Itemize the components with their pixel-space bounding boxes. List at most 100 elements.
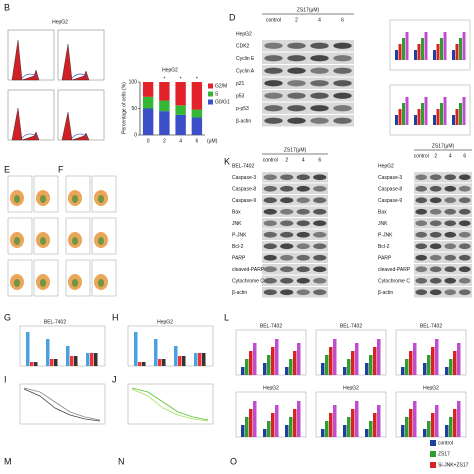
decor-bar (50, 359, 54, 366)
blot-strip (262, 183, 328, 194)
decor-bar (74, 356, 78, 366)
blot-band (444, 174, 457, 181)
blot-band (263, 185, 277, 192)
scatter-core (72, 237, 78, 245)
row-label: PARP (378, 256, 392, 262)
panel-letter: M (4, 456, 12, 466)
scatter-core (98, 195, 104, 203)
blot-strip (262, 172, 328, 183)
blot-band (264, 55, 283, 62)
decor-bar (70, 356, 74, 366)
blot-band (333, 92, 352, 99)
scatter-core (40, 279, 46, 287)
decor-bar (369, 355, 373, 375)
lane-label: 2 (295, 17, 298, 23)
decor-bar (333, 339, 337, 375)
row-label: P-JNK (378, 233, 393, 239)
row-label: Bax (232, 210, 241, 216)
decor-bar (241, 367, 245, 375)
blot-band (429, 174, 442, 181)
panel-title: BEL-7402 (44, 319, 66, 325)
row-label: Caspase-3 (378, 175, 402, 181)
decor-bar (178, 356, 182, 366)
x-tick-label: 6 (195, 138, 198, 144)
mini-bar (395, 50, 398, 60)
blot-band (444, 197, 457, 204)
mini-bar (452, 115, 455, 125)
blot-band (296, 277, 310, 284)
bar-segment (159, 111, 170, 135)
panel-title: BEL-7402 (340, 323, 362, 329)
bar-segment (159, 82, 170, 101)
mini-bar (417, 109, 421, 125)
decor-bar (245, 359, 249, 375)
bar-segment (191, 117, 203, 135)
decor-bar (377, 405, 381, 437)
blot-band (429, 277, 442, 284)
bar-segment (175, 82, 186, 106)
legend-swatch (430, 440, 436, 446)
blot-band (280, 277, 294, 284)
blot-band (429, 243, 442, 250)
mini-bar (395, 115, 398, 125)
scatter-core (72, 279, 78, 287)
blot-band (313, 266, 327, 273)
panel-letter: I (4, 374, 7, 384)
decor-bar (271, 413, 275, 437)
lane-label: 4 (318, 17, 321, 23)
decor-bar (401, 425, 405, 437)
decor-bar (34, 362, 38, 366)
decor-bar (249, 351, 253, 375)
decor-bar (423, 429, 427, 437)
blot-strip (414, 206, 472, 217)
blot-band (310, 105, 329, 112)
histogram-peak (61, 111, 90, 141)
blot-band (458, 208, 471, 215)
bar-segment (142, 82, 154, 97)
mini-chart-frame (389, 84, 471, 136)
blot-band (280, 266, 294, 273)
row-label: JNK (378, 221, 388, 227)
blot-band (313, 254, 327, 261)
blot-band (296, 266, 310, 273)
blot-band (429, 185, 442, 192)
blot-band (458, 231, 471, 238)
mini-bar (402, 38, 405, 60)
blot-band (264, 105, 283, 112)
panel-letter: J (112, 374, 117, 384)
blot-header: ZS17(μM) (432, 143, 455, 149)
legend-label: G2/M (215, 83, 227, 89)
blot-band (415, 197, 428, 204)
blot-band (444, 254, 457, 261)
cell-line: BEL-7402 (232, 163, 254, 169)
blot-strip (262, 195, 328, 206)
blot-strip (414, 275, 472, 286)
blot-strip (262, 65, 354, 77)
blot-band (429, 266, 442, 273)
row-label: Cyclin E (236, 56, 255, 62)
decor-bar (271, 347, 275, 375)
decor-bar (423, 363, 427, 375)
decor-bar (449, 417, 453, 437)
legend-swatch (208, 83, 213, 89)
blot-band (296, 185, 310, 192)
blot-band (263, 243, 277, 250)
blot-band (263, 254, 277, 261)
decor-bar (377, 339, 381, 375)
decor-bar (54, 359, 58, 366)
y-tick-label: 0 (134, 132, 137, 138)
row-label: p21 (236, 81, 245, 87)
blot-strip (262, 275, 328, 286)
decor-bar (373, 347, 377, 375)
blot-band (415, 289, 428, 296)
blot-band (280, 220, 294, 227)
decor-bar (431, 413, 435, 437)
decor-bar (435, 405, 439, 437)
lane-label: 4 (449, 153, 452, 159)
row-label: PARP (232, 256, 246, 262)
blot-band (429, 231, 442, 238)
decor-bar (343, 425, 347, 437)
x-tick-label: 4 (179, 138, 182, 144)
decor-bar (435, 339, 439, 375)
decor-bar (253, 401, 257, 437)
